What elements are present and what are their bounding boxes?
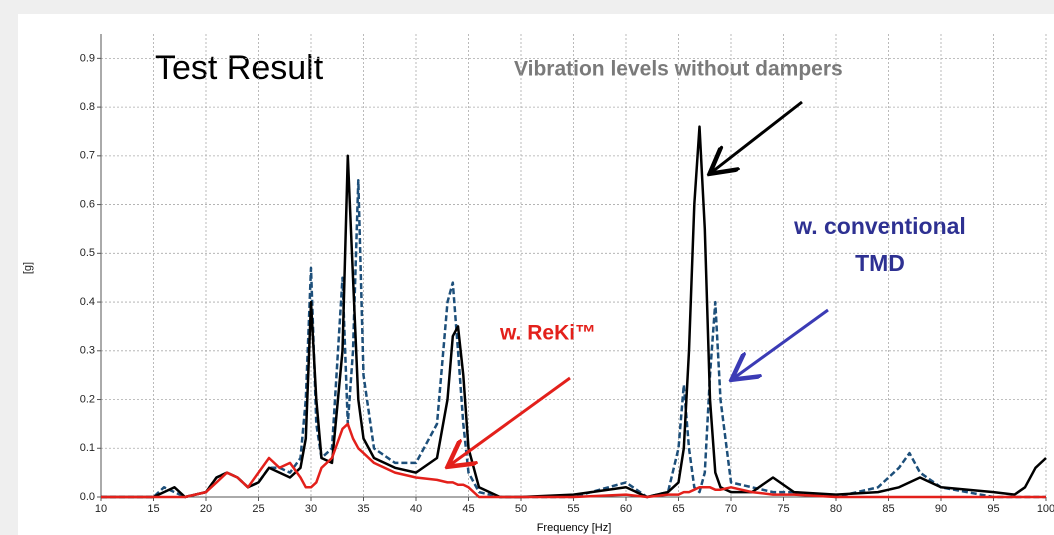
x-tick-label: 70 bbox=[725, 503, 737, 515]
x-tick-label: 80 bbox=[830, 503, 842, 515]
annotation: w. ReKi™ bbox=[499, 322, 596, 345]
y-tick-label: 0.6 bbox=[80, 198, 95, 210]
y-axis-label: [g] bbox=[22, 262, 34, 274]
x-tick-label: 10 bbox=[95, 503, 107, 515]
x-tick-label: 20 bbox=[200, 503, 212, 515]
y-tick-label: 0.8 bbox=[80, 101, 95, 113]
y-tick-label: 0.4 bbox=[80, 296, 95, 308]
annotation: Vibration levels without dampers bbox=[514, 58, 843, 81]
x-tick-label: 15 bbox=[147, 503, 159, 515]
arrow bbox=[712, 100, 803, 172]
x-tick-label: 85 bbox=[882, 503, 894, 515]
y-tick-label: 0.2 bbox=[80, 393, 95, 405]
x-tick-label: 45 bbox=[462, 503, 474, 515]
x-tick-label: 90 bbox=[935, 503, 947, 515]
x-tick-label: 60 bbox=[620, 503, 632, 515]
x-axis-label: Frequency [Hz] bbox=[537, 522, 612, 534]
y-tick-label: 0.9 bbox=[80, 52, 95, 64]
y-tick-label: 0.3 bbox=[80, 345, 95, 357]
x-tick-label: 95 bbox=[987, 503, 999, 515]
annotation: Test Result bbox=[155, 49, 324, 87]
y-tick-label: 0.0 bbox=[80, 491, 95, 503]
x-tick-label: 40 bbox=[410, 503, 422, 515]
series-line bbox=[101, 422, 1046, 499]
y-tick-label: 0.5 bbox=[80, 247, 95, 259]
x-tick-label: 25 bbox=[252, 503, 264, 515]
arrow bbox=[450, 376, 571, 465]
x-tick-label: 55 bbox=[567, 503, 579, 515]
x-tick-label: 100 bbox=[1037, 503, 1054, 515]
y-tick-label: 0.7 bbox=[80, 150, 95, 162]
x-tick-label: 35 bbox=[357, 503, 369, 515]
x-tick-label: 65 bbox=[672, 503, 684, 515]
arrow bbox=[734, 308, 829, 378]
y-tick-label: 0.1 bbox=[80, 442, 95, 454]
series-line bbox=[101, 125, 1047, 499]
x-tick-label: 30 bbox=[305, 503, 317, 515]
annotation: TMD bbox=[855, 250, 905, 276]
annotation: w. conventional bbox=[793, 213, 966, 239]
x-tick-label: 50 bbox=[515, 503, 527, 515]
x-tick-label: 75 bbox=[777, 503, 789, 515]
